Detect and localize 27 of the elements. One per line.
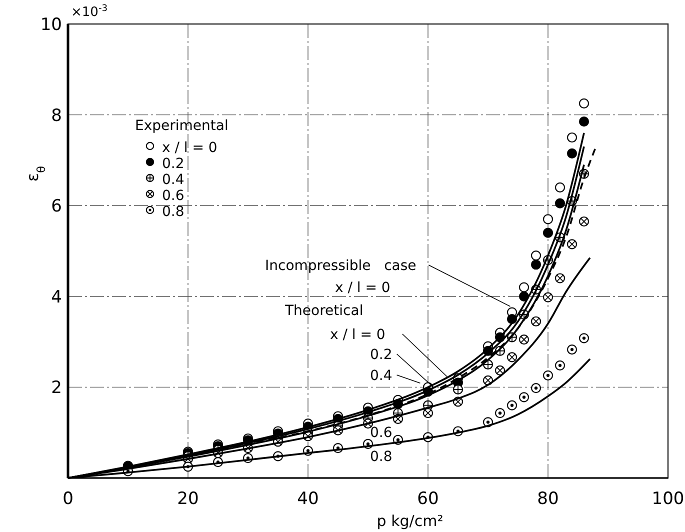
annotation: 0.6 [370,425,392,441]
y-tick-label: 4 [51,287,62,308]
annotation: 0.4 [370,368,392,384]
annotation: Incompressible case [265,258,416,274]
annotation: x / l = 0 [335,280,390,296]
legend-title: Experimental [135,118,228,134]
x-tick-label: 40 [297,489,319,509]
annotation: x / l = 0 [330,327,386,343]
legend-label: 0.8 [162,204,184,220]
legend-label: x / l = 0 [162,140,218,156]
x-tick-label: 20 [177,489,199,509]
legend-label: 0.2 [162,156,184,172]
y-tick-label: 2 [51,378,62,398]
x-tick-label: 0 [62,489,74,509]
x-tick-label: 80 [537,489,559,509]
legend-label: 0.6 [162,188,184,204]
annotation: 0.2 [370,347,392,363]
text: ×10$^{-3}$ [71,4,108,20]
x-tick-label: 100 [652,489,684,509]
annotation: 0.8 [370,449,392,465]
y-tick-label: 8 [51,106,62,126]
y-tick-label: 10 [40,15,62,35]
x-tick-label: 60 [417,489,439,509]
x-axis-title: p kg/cm² [376,512,444,530]
legend-label: 0.4 [162,172,184,188]
y-tick-label: 6 [51,196,62,217]
annotation: Theoretical [284,303,364,319]
